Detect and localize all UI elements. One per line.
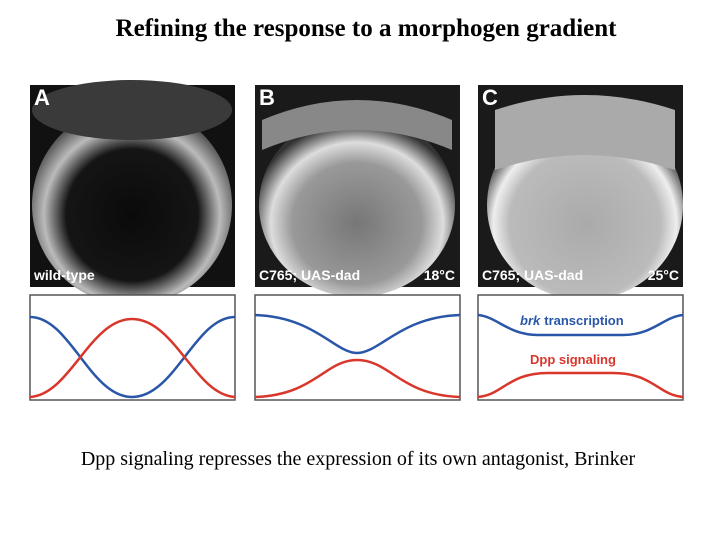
legend-gene: brk	[520, 313, 541, 328]
title: Refining the response to a morphogen gra…	[116, 15, 618, 42]
image-a	[30, 80, 235, 305]
legend-label: transcription	[544, 313, 624, 328]
panel-letter: C	[482, 85, 498, 110]
panel-caption: C765; UAS-dad	[482, 267, 583, 283]
profile-a	[29, 294, 236, 401]
caption: Dpp signaling represses the expression o…	[81, 448, 636, 470]
image-c	[478, 85, 683, 300]
legend-brk: brk transcription	[520, 313, 624, 328]
profile-b	[254, 294, 461, 401]
panel-temperature: 18°C	[424, 267, 455, 283]
panel-letter: B	[259, 85, 275, 110]
panel-caption: wild-type	[33, 267, 95, 283]
panel-letter: A	[34, 85, 50, 110]
image-b	[255, 85, 460, 297]
panel-temperature: 25°C	[648, 267, 679, 283]
panel-caption: C765; UAS-dad	[259, 267, 360, 283]
profile-c	[477, 294, 684, 401]
legend-dpp: Dpp signaling	[530, 352, 616, 367]
